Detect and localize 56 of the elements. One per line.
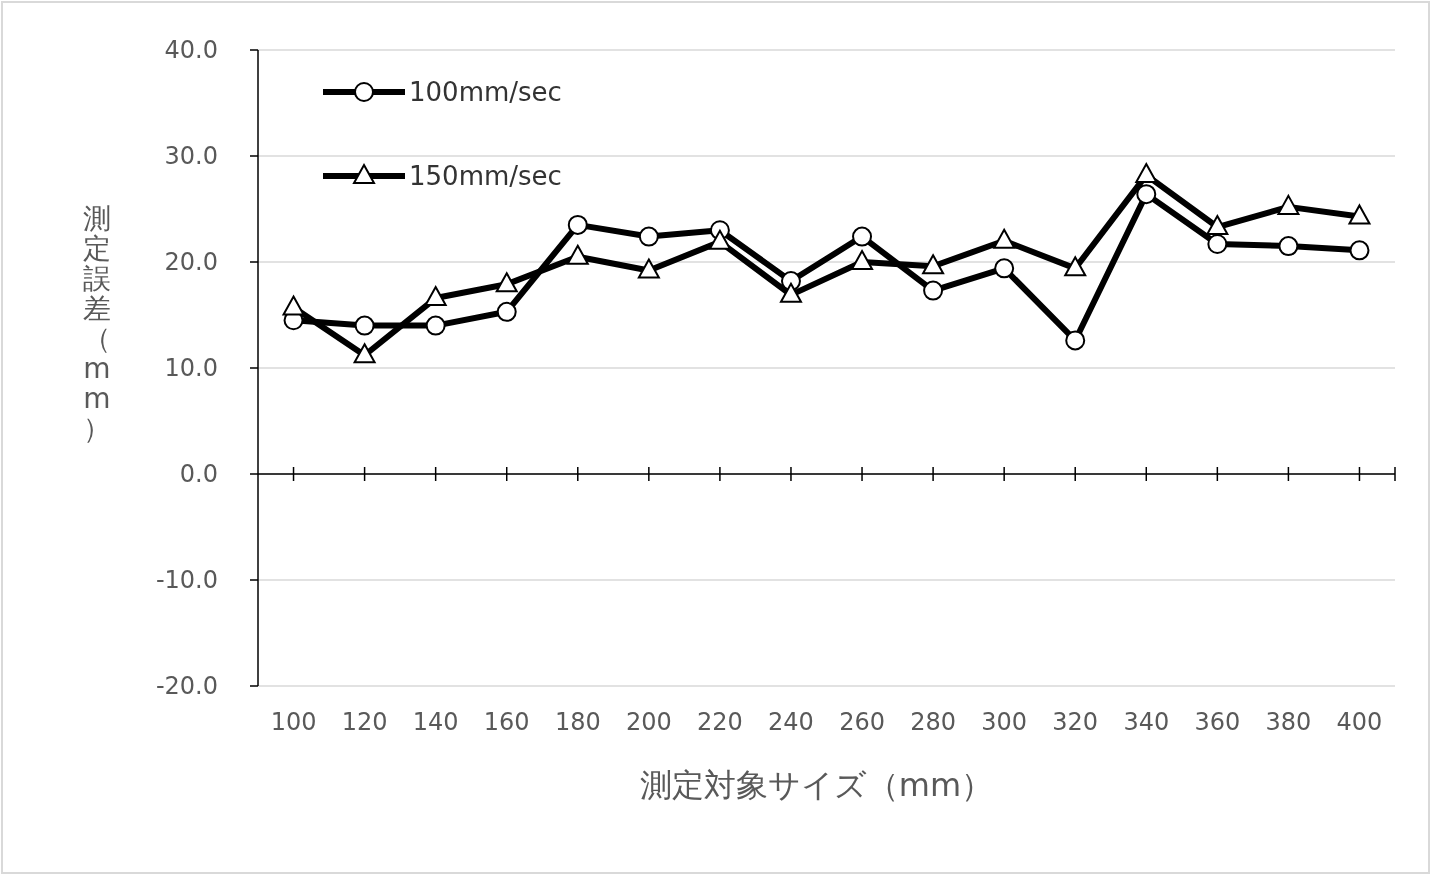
point xyxy=(638,226,659,247)
point xyxy=(1348,204,1371,225)
point xyxy=(1136,184,1157,205)
x-tick-label: 300 xyxy=(981,708,1028,736)
y-tick-label: -10.0 xyxy=(155,566,218,595)
x-tick-label: 400 xyxy=(1336,708,1383,736)
point xyxy=(993,228,1016,249)
x-tick-label: 120 xyxy=(341,708,388,736)
x-tick-label: 220 xyxy=(697,708,743,736)
x-tick-label: 180 xyxy=(554,708,601,736)
point xyxy=(495,272,518,293)
point xyxy=(425,315,446,336)
point xyxy=(922,254,945,275)
x-tick-label: 320 xyxy=(1052,708,1099,736)
point xyxy=(923,280,944,301)
point xyxy=(282,295,305,316)
point xyxy=(1277,194,1300,215)
point xyxy=(424,286,447,307)
point xyxy=(994,258,1015,279)
point xyxy=(1135,163,1158,184)
point xyxy=(851,250,874,270)
point xyxy=(1349,240,1370,261)
point xyxy=(354,315,375,336)
y-tick-label: 30.0 xyxy=(164,142,218,171)
point xyxy=(1207,233,1228,254)
y-tick-label: 0.0 xyxy=(179,460,218,489)
x-tick-label: 340 xyxy=(1123,708,1170,736)
point xyxy=(566,244,589,265)
legend-label: 150mm/sec xyxy=(409,161,562,192)
point xyxy=(1064,256,1087,277)
point xyxy=(708,229,731,250)
point xyxy=(496,301,517,322)
point xyxy=(779,282,802,303)
x-tick-label: 380 xyxy=(1265,708,1312,736)
legend-label: 100mm/sec xyxy=(409,77,562,108)
point xyxy=(1206,215,1229,236)
point xyxy=(353,343,376,364)
x-tick-label: 100 xyxy=(270,708,317,736)
point xyxy=(852,226,873,247)
x-axis-title: 測定対象サイズ（mm） xyxy=(639,766,994,804)
x-tick-label: 240 xyxy=(768,708,814,736)
y-tick-label: 20.0 xyxy=(164,248,218,277)
y-tick-label: 10.0 xyxy=(164,354,218,383)
point xyxy=(1065,330,1086,351)
point xyxy=(637,258,660,279)
y-axis-title: 測定誤差（mm） xyxy=(83,202,111,445)
y-tick-label: 40.0 xyxy=(164,36,218,65)
x-tick-label: 140 xyxy=(412,708,459,736)
point xyxy=(567,214,588,235)
x-tick-label: 260 xyxy=(839,708,885,736)
x-tick-label: 360 xyxy=(1194,708,1241,736)
point xyxy=(1278,236,1299,257)
x-tick-label: 200 xyxy=(625,708,672,736)
x-tick-label: 160 xyxy=(483,708,530,736)
x-tick-label: 280 xyxy=(910,708,956,736)
y-tick-label: -20.0 xyxy=(155,672,218,701)
